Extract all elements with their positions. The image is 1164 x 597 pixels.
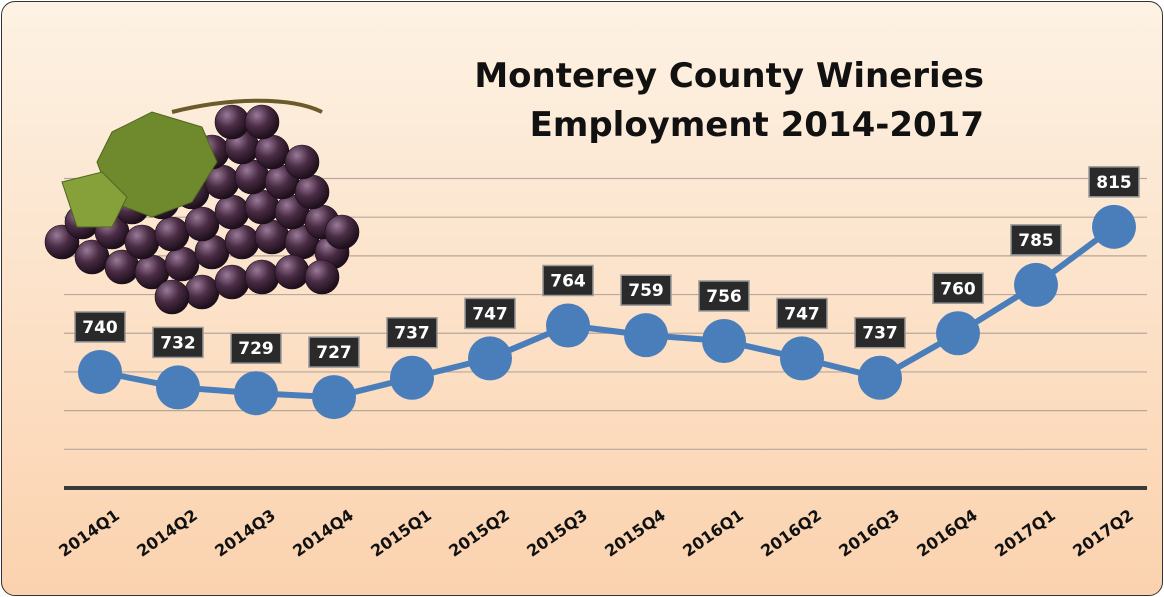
- data-point: [624, 313, 668, 357]
- x-tick-label: 2017Q1: [991, 505, 1059, 560]
- grape: [155, 217, 189, 251]
- x-tick-label: 2015Q2: [445, 505, 513, 560]
- grape-illustration: [45, 101, 359, 314]
- grape: [255, 135, 289, 169]
- grape: [185, 275, 219, 309]
- x-tick-label: 2017Q2: [1069, 505, 1137, 560]
- data-point: [780, 336, 824, 380]
- chart-frame: 740 732 729 727 737 747 764 759 756 747 737 760 785 8…: [1, 1, 1163, 596]
- data-point: [234, 371, 278, 415]
- data-label: 756: [706, 287, 742, 307]
- data-point: [1014, 263, 1058, 307]
- data-point: [1092, 205, 1136, 249]
- grape: [125, 225, 159, 259]
- data-point: [858, 356, 902, 400]
- data-label: 785: [1018, 231, 1054, 251]
- grape: [325, 215, 359, 249]
- data-point: [390, 356, 434, 400]
- x-tick-label: 2016Q3: [835, 505, 903, 560]
- grape: [185, 207, 219, 241]
- grape: [285, 145, 319, 179]
- grape: [165, 247, 199, 281]
- data-point: [936, 311, 980, 355]
- grape: [215, 105, 249, 139]
- x-tick-label: 2016Q4: [913, 505, 981, 560]
- data-point: [78, 350, 122, 394]
- x-tick-label: 2016Q1: [679, 505, 747, 560]
- data-label: 737: [862, 324, 898, 344]
- data-label: 815: [1096, 173, 1132, 193]
- grape: [245, 105, 279, 139]
- grape: [275, 255, 309, 289]
- x-tick-label: 2015Q1: [367, 505, 435, 560]
- data-label: 729: [238, 339, 274, 359]
- data-point: [156, 365, 200, 409]
- data-label: 727: [316, 343, 352, 363]
- grape: [225, 225, 259, 259]
- chart-title: Monterey County Wineries Employment 2014…: [352, 52, 984, 150]
- x-tick-label: 2014Q1: [55, 505, 123, 560]
- data-label: 747: [784, 304, 820, 324]
- grape: [295, 175, 329, 209]
- x-tick-label: 2014Q2: [133, 505, 201, 560]
- x-tick-label: 2016Q2: [757, 505, 825, 560]
- data-label: 732: [160, 333, 196, 353]
- x-tick-label: 2015Q4: [601, 505, 669, 560]
- data-point: [546, 304, 590, 348]
- grape: [215, 265, 249, 299]
- data-point: [702, 319, 746, 363]
- data-label: 737: [394, 324, 430, 344]
- x-tick-label: 2015Q3: [523, 505, 591, 560]
- x-tick-label: 2014Q3: [211, 505, 279, 560]
- data-point: [312, 375, 356, 419]
- x-tick-label: 2014Q4: [289, 505, 357, 560]
- grape: [155, 280, 189, 314]
- data-label: 747: [472, 304, 508, 324]
- grape: [245, 260, 279, 294]
- data-label: 760: [940, 279, 976, 299]
- data-label: 759: [628, 281, 664, 301]
- data-point: [468, 336, 512, 380]
- data-label: 740: [82, 318, 118, 338]
- data-label: 764: [550, 272, 586, 292]
- grape: [305, 260, 339, 294]
- grape: [215, 195, 249, 229]
